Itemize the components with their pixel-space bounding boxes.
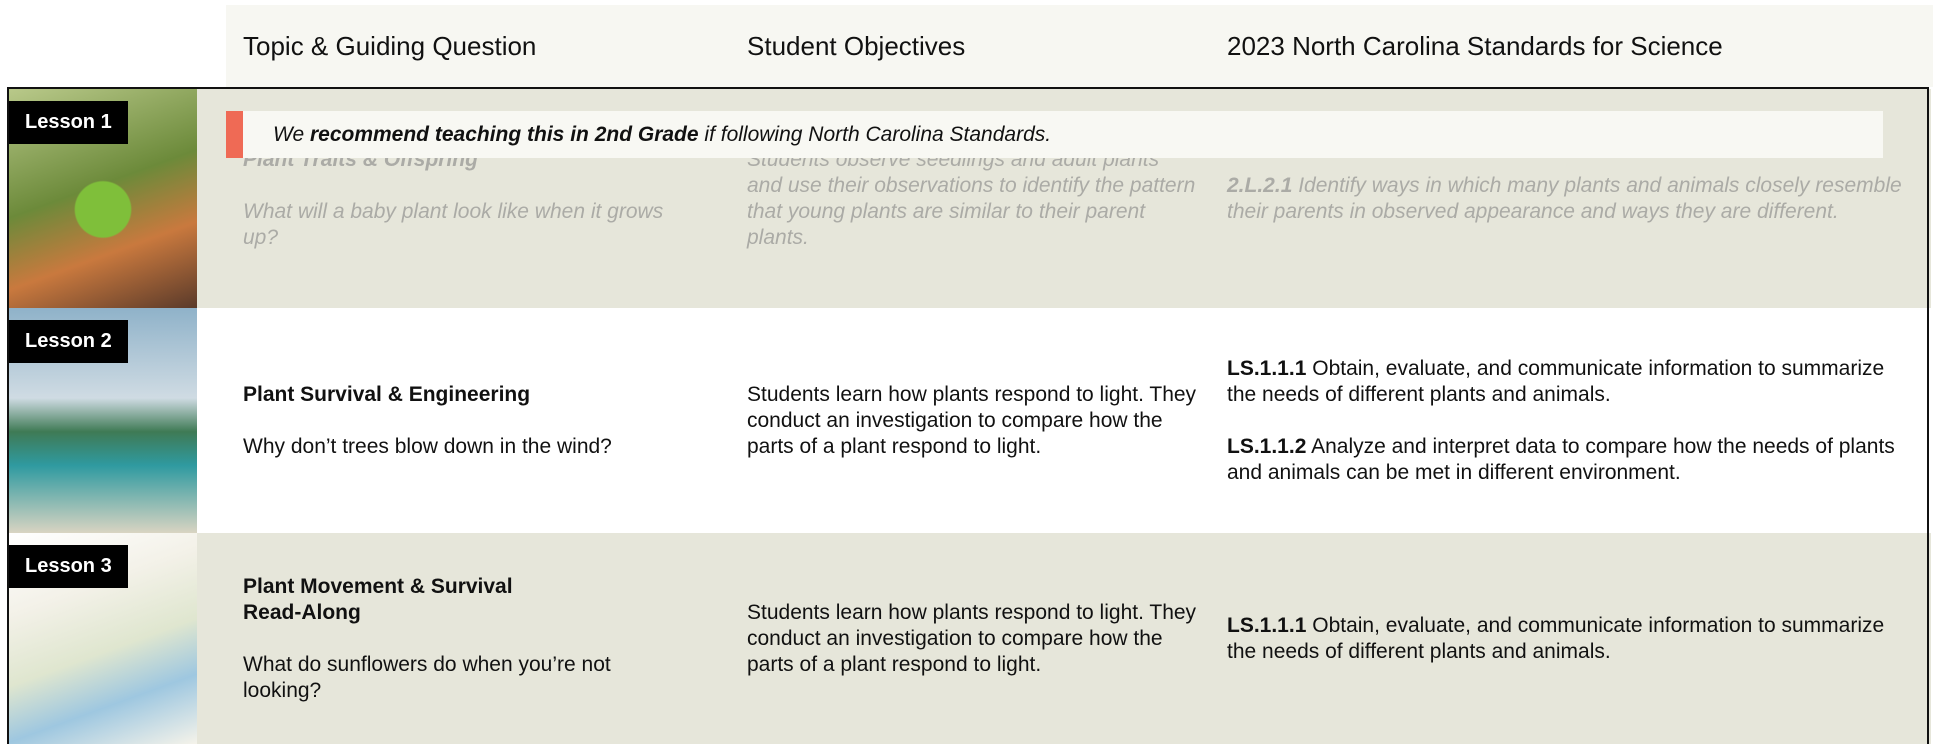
page: {"header": {"columns": ["Topic & Guiding…: [0, 0, 1933, 744]
grade-banner: We recommend teaching this in 2nd Grade …: [226, 111, 1883, 158]
banner-emphasis: recommend teaching this in 2nd Grade: [310, 123, 699, 147]
column-header: Student Objectives: [747, 5, 965, 87]
banner-text: if following North Carolina Standards.: [704, 123, 1051, 147]
banner-text: We: [273, 123, 304, 147]
table-header: Topic & Guiding Question Student Objecti…: [226, 5, 1933, 87]
table-frame: [7, 87, 1929, 744]
banner-stripe: [226, 111, 243, 158]
column-header: Topic & Guiding Question: [243, 5, 536, 87]
column-header: 2023 North Carolina Standards for Scienc…: [1227, 5, 1723, 87]
